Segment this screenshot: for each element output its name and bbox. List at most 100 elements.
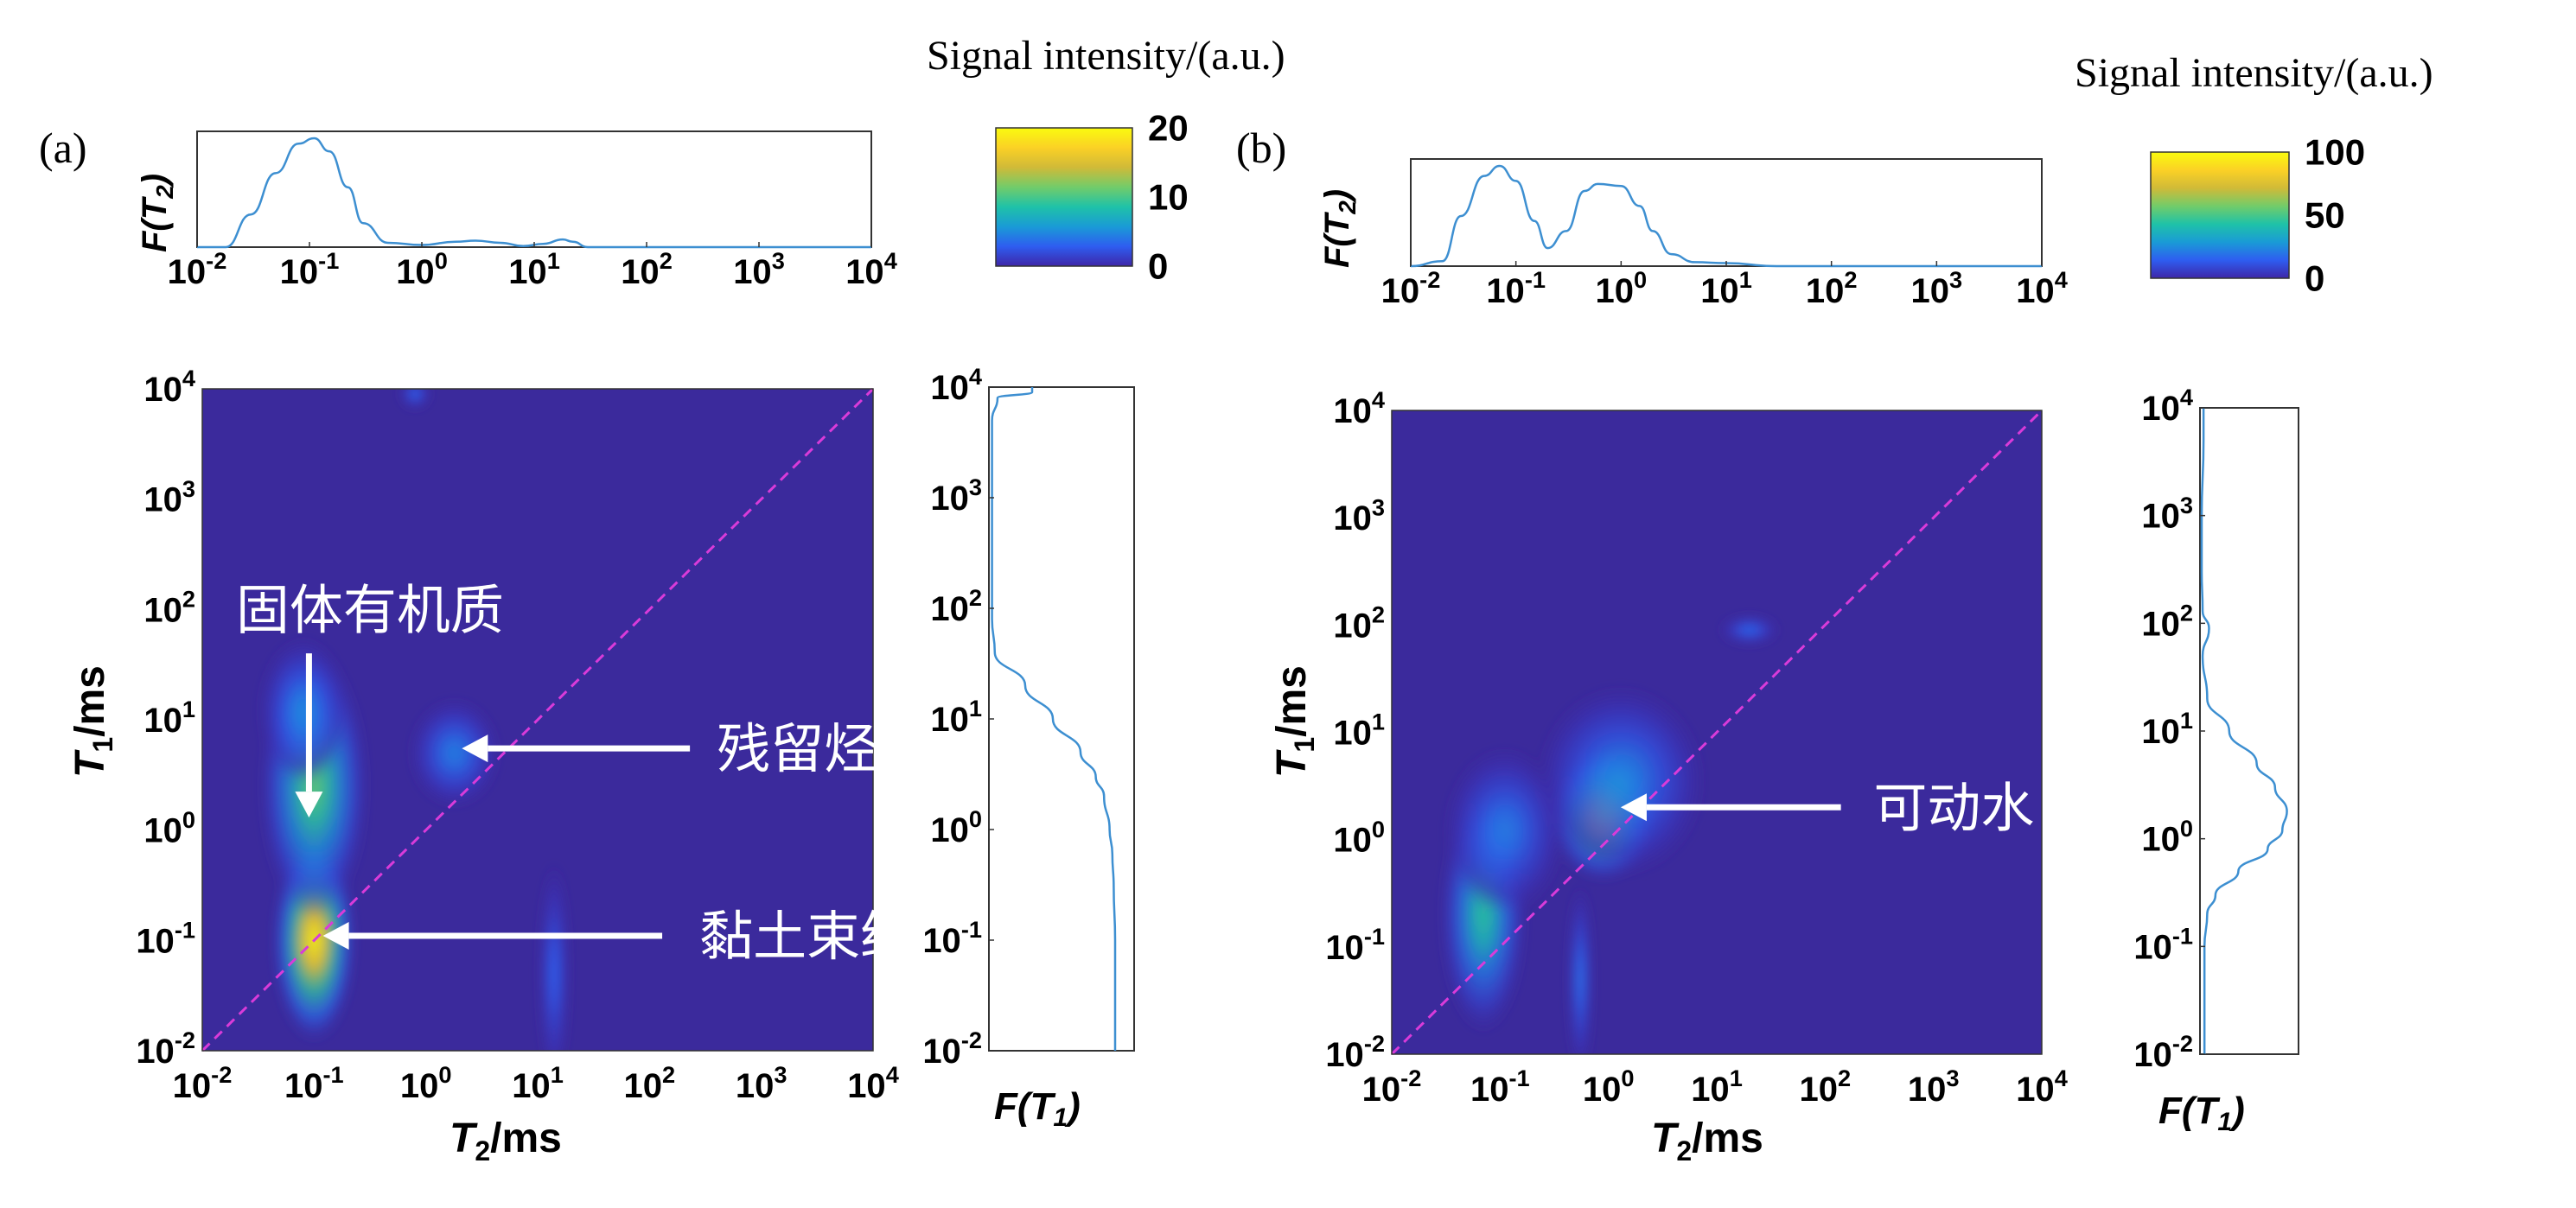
right-marginal-b-frame — [2199, 407, 2299, 1055]
xlabel-a: T2/ms — [450, 1116, 562, 1167]
y-tick-label: 103 — [1333, 493, 1385, 537]
heatmap-frame — [1391, 410, 2043, 1055]
colorbar-tick-label: 0 — [1148, 246, 1168, 287]
x-tick-label: 100 — [396, 247, 448, 291]
colorbar-b: 100 50 0 — [2150, 132, 2365, 299]
x-tick-label: 10-1 — [1470, 1065, 1530, 1109]
x-tick-label: 104 — [2016, 1065, 2068, 1109]
y-tick-label: 101 — [143, 696, 195, 740]
y-tick-label: 100 — [1333, 816, 1385, 860]
panel-a: (a) Signal intensity/(a.u.) 10-2 10-1 100 1… — [39, 33, 1285, 1167]
x-tick-label: 10-2 — [1381, 266, 1441, 310]
colorbar-tick-label: 50 — [2305, 195, 2345, 236]
y-tick-label: 103 — [930, 474, 982, 518]
heatmap-blob — [1537, 686, 1705, 876]
right-marginal-a-plot — [991, 387, 1117, 1051]
annotation-arrow-head — [462, 734, 488, 763]
right-marginal-a-ticks: 10-2 10-1 100 101 102 103 104 — [922, 363, 994, 1071]
x-tick-label: 102 — [621, 247, 673, 291]
t1-distribution-line — [2200, 408, 2288, 1054]
y-tick-label: 100 — [143, 806, 195, 850]
colorbar-gradient — [995, 127, 1133, 267]
right-marginal-b-plot — [2200, 408, 2288, 1054]
ylabel-b: T1/ms — [1269, 665, 1320, 778]
y-tick-label: 10-2 — [2133, 1030, 2193, 1074]
panel-b-label: (b) — [1236, 124, 1286, 172]
y-tick-label: 104 — [143, 365, 195, 409]
x-tick-label: 101 — [1700, 266, 1752, 310]
x-tick-label: 10-1 — [280, 247, 340, 291]
annotation-arrow-head — [295, 792, 323, 818]
heatmap-a — [201, 387, 875, 1052]
x-tick-label: 10-2 — [173, 1061, 233, 1105]
x-tick-label: 103 — [1911, 266, 1963, 310]
top-marginal-b-frame — [1410, 158, 2043, 267]
y-tick-label: 100 — [2141, 815, 2193, 859]
top-marginal-b-ylabel: F(T2) — [1318, 189, 1361, 268]
x-tick-label: 102 — [624, 1061, 676, 1105]
heatmap-blob — [1444, 748, 1565, 914]
x-tick-label: 101 — [512, 1061, 564, 1105]
heatmap-b — [1390, 409, 2044, 1056]
x-tick-label: 102 — [1800, 1065, 1852, 1109]
right-marginal-b-xlabel: F(T1) — [2158, 1090, 2245, 1136]
x-tick-label: 10-2 — [168, 247, 227, 291]
colorbar-tick-label: 20 — [1148, 108, 1189, 149]
colorbar-b-title: Signal intensity/(a.u.) — [2075, 50, 2433, 96]
top-marginal-b-plot — [1410, 164, 2042, 268]
heatmap-blob — [1720, 615, 1778, 645]
panel-a-label: (a) — [39, 124, 87, 172]
annotation-arrow-head — [1620, 793, 1647, 822]
y-tick-label: 101 — [1333, 709, 1385, 753]
right-marginal-a-frame — [988, 386, 1135, 1052]
annotation-label: 黏土束缚水 — [699, 907, 967, 967]
y-tick-label: 10-1 — [136, 917, 195, 961]
t2-distribution-line — [196, 137, 871, 249]
y-tick-label: 103 — [2141, 492, 2193, 536]
x-tick-label: 104 — [845, 247, 897, 291]
annotation-arrow-head — [322, 922, 349, 951]
ylabel-a: T1/ms — [67, 665, 118, 778]
y-tick-label: 102 — [1333, 601, 1385, 645]
heatmap-blob — [1568, 884, 1592, 1054]
x-tick-label: 100 — [400, 1061, 452, 1105]
colorbar-a-title: Signal intensity/(a.u.) — [927, 33, 1285, 79]
x-tick-label: 102 — [1806, 266, 1858, 310]
heatmap-b-annotations: 可动水 — [1620, 779, 2034, 838]
y-tick-label: 102 — [930, 584, 982, 628]
x-tick-label: 100 — [1596, 266, 1648, 310]
y-tick-label: 104 — [2141, 384, 2193, 428]
colorbar-gradient — [2150, 151, 2290, 279]
x-tick-label: 103 — [1908, 1065, 1960, 1109]
top-marginal-a-ticks: 10-2 10-1 100 101 102 103 104 — [168, 242, 897, 291]
top-marginal-a-ylabel: F(T2) — [136, 174, 178, 252]
x-tick-label: 10-1 — [284, 1061, 344, 1105]
heatmap-field — [1440, 615, 1778, 1054]
y-tick-label: 10-1 — [2133, 923, 2193, 967]
colorbar-tick-label: 0 — [2305, 258, 2324, 299]
y-tick-label: 101 — [2141, 707, 2193, 751]
top-marginal-b-ticks: 10-2 10-1 100 101 102 103 104 — [1381, 261, 2068, 310]
colorbar-tick-label: 100 — [2305, 132, 2365, 173]
x-tick-label: 101 — [508, 247, 560, 291]
diagonal-t1-equals-t2 — [201, 387, 875, 1052]
panel-b: (b) Signal intensity/(a.u.) 10-2 10-1 100 1… — [1236, 50, 2433, 1167]
diagonal-t1-equals-t2 — [1390, 409, 2044, 1056]
t1-distribution-line — [991, 387, 1117, 1051]
x-tick-label: 100 — [1583, 1065, 1635, 1109]
y-tick-label: 102 — [143, 586, 195, 630]
y-tick-label: 10-2 — [136, 1027, 195, 1071]
annotation-label: 残留烃 — [717, 720, 877, 779]
heatmap-frame — [201, 388, 874, 1052]
x-tick-label: 103 — [733, 247, 785, 291]
y-tick-label: 100 — [930, 805, 982, 849]
x-tick-label: 104 — [847, 1061, 899, 1105]
y-tick-label: 10-2 — [1325, 1030, 1385, 1074]
y-tick-label: 101 — [930, 695, 982, 739]
x-tick-label: 101 — [1691, 1065, 1743, 1109]
y-tick-label: 104 — [930, 363, 982, 407]
right-marginal-b-ticks: 10-2 10-1 100 101 102 103 104 — [2133, 384, 2205, 1074]
heatmap-blob — [539, 864, 569, 1051]
